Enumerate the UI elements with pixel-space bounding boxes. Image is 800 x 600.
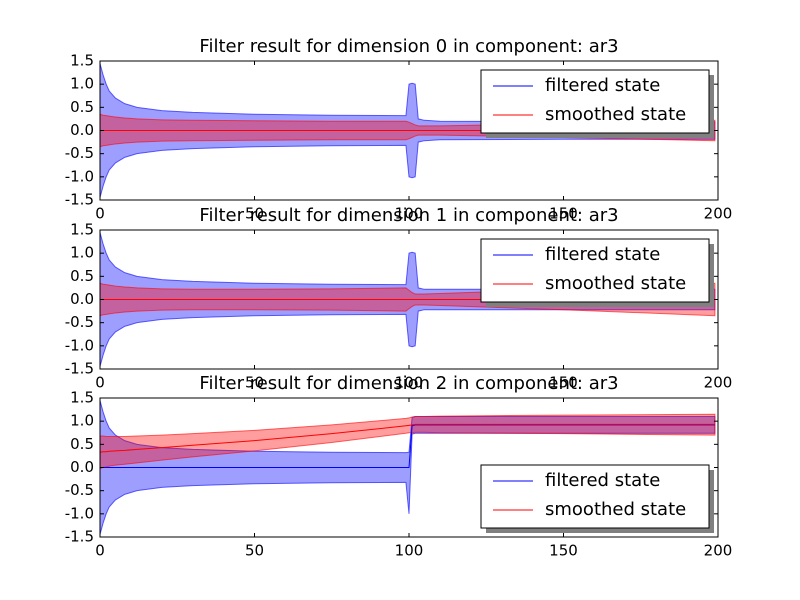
y-tick-label: -0.5 [65, 481, 94, 499]
x-tick-label: 150 [549, 542, 578, 560]
legend-label: smoothed state [545, 104, 686, 125]
y-tick-label: 0.0 [70, 121, 94, 139]
x-tick-label: 50 [245, 374, 264, 392]
x-tick-label: 100 [395, 205, 424, 223]
legend-label: filtered state [545, 244, 660, 265]
legend-label: smoothed state [545, 273, 686, 294]
y-tick-label: 0.5 [70, 98, 94, 116]
x-tick-label: 200 [704, 542, 733, 560]
x-tick-label: 50 [245, 542, 264, 560]
confidence-band [99, 413, 716, 470]
series-line [99, 423, 715, 453]
y-tick-label: -1.0 [65, 504, 94, 522]
y-tick-label: -0.5 [65, 313, 94, 331]
legend-label: filtered state [545, 75, 660, 96]
chart-title: Filter result for dimension 2 in compone… [199, 373, 618, 394]
x-tick-label: 150 [549, 205, 578, 223]
legend-label: smoothed state [545, 499, 686, 520]
y-tick-label: 1.5 [70, 221, 94, 239]
chart-title: Filter result for dimension 0 in compone… [199, 36, 618, 57]
y-tick-label: -0.5 [65, 144, 94, 162]
y-tick-label: 1.0 [70, 412, 94, 430]
legend-label: filtered state [545, 470, 660, 491]
y-tick-label: 0.0 [70, 290, 94, 308]
x-tick-label: 100 [395, 374, 424, 392]
y-tick-label: -1.5 [65, 528, 94, 546]
chart-title: Filter result for dimension 1 in compone… [199, 205, 618, 226]
y-tick-label: 0.0 [70, 458, 94, 476]
x-tick-label: 50 [245, 205, 264, 223]
y-tick-label: -1.5 [65, 191, 94, 209]
y-tick-label: 1.0 [70, 244, 94, 262]
x-tick-label: 200 [704, 374, 733, 392]
x-tick-label: 0 [95, 374, 105, 392]
x-tick-label: 0 [95, 205, 105, 223]
y-tick-label: 1.5 [70, 389, 94, 407]
x-tick-label: 0 [95, 542, 105, 560]
legend-box [480, 69, 710, 134]
legend-box [480, 238, 710, 303]
legend-box [480, 464, 710, 529]
y-tick-label: 0.5 [70, 435, 94, 453]
y-tick-label: 0.5 [70, 267, 94, 285]
y-tick-label: -1.0 [65, 167, 94, 185]
y-tick-label: 1.5 [70, 52, 94, 70]
x-tick-label: 150 [549, 374, 578, 392]
y-tick-label: -1.5 [65, 360, 94, 378]
y-tick-label: -1.0 [65, 336, 94, 354]
y-tick-label: 1.0 [70, 75, 94, 93]
x-tick-label: 100 [395, 542, 424, 560]
x-tick-label: 200 [704, 205, 733, 223]
